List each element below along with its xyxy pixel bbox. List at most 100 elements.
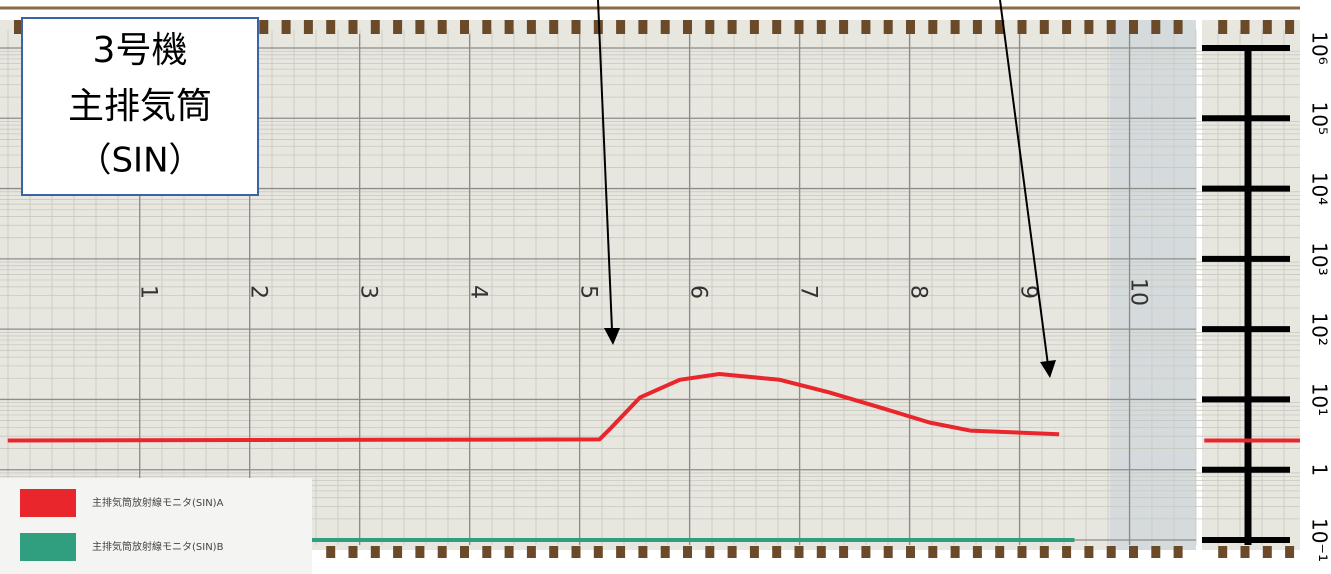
sprocket-hole <box>1084 546 1094 558</box>
sprocket-hole <box>972 20 982 34</box>
sprocket-hole <box>861 546 871 558</box>
sprocket-hole <box>1039 20 1049 34</box>
sprocket-hole <box>1240 20 1250 34</box>
sprocket-hole <box>705 546 715 558</box>
sprocket-hole <box>1173 546 1183 558</box>
sprocket-hole <box>816 20 826 34</box>
x-tick-label: 3 <box>356 285 381 299</box>
sprocket-hole <box>370 546 380 558</box>
legend-label: 主排気筒放射線モニタ(SIN)B <box>92 540 224 553</box>
legend-swatch <box>20 489 76 517</box>
box-title: （SIN） <box>77 141 202 181</box>
x-tick-label: 8 <box>906 285 931 299</box>
sprocket-hole <box>1285 20 1295 34</box>
sprocket-hole <box>861 20 871 34</box>
y-tick-label: 10³ <box>1308 242 1331 275</box>
x-tick-label: 7 <box>796 285 821 299</box>
sprocket-hole <box>437 20 447 34</box>
arrows <box>597 0 1056 378</box>
sprocket-hole <box>995 546 1005 558</box>
sprocket-hole <box>772 20 782 34</box>
title-box <box>21 17 259 196</box>
sprocket-hole <box>839 20 849 34</box>
sprocket-hole <box>437 546 447 558</box>
x-tick-label: 1 <box>136 285 161 299</box>
sprocket-hole <box>504 20 514 34</box>
sprocket-hole <box>950 20 960 34</box>
sprocket-hole <box>1218 546 1228 558</box>
sprocket-hole <box>14 20 23 34</box>
sprocket-hole <box>526 20 536 34</box>
series-line <box>7 372 1300 443</box>
paper-shade <box>1110 20 1200 550</box>
y-tick-label: 10⁴ <box>1308 172 1331 205</box>
sprocket-hole <box>549 20 559 34</box>
sprocket-hole <box>571 546 581 558</box>
sprocket-hole <box>1106 546 1116 558</box>
sprocket-hole <box>415 20 425 34</box>
box-title: 3号機 <box>93 30 188 71</box>
sprocket-hole <box>950 546 960 558</box>
sprocket-hole <box>972 546 982 558</box>
sprocket-hole <box>1151 20 1161 34</box>
sprocket-hole <box>928 20 938 34</box>
sprocket-hole <box>995 20 1005 34</box>
sprocket-hole <box>683 20 692 34</box>
legend-label: 主排気筒放射線モニタ(SIN)A <box>92 496 224 509</box>
sprocket-hole <box>1039 546 1049 558</box>
sprocket-hole <box>549 546 559 558</box>
sprocket-hole <box>1173 20 1183 34</box>
box-title: 主排気筒 <box>68 86 212 127</box>
sprocket-hole <box>571 20 581 34</box>
sprocket-hole <box>526 546 536 558</box>
sprocket-hole <box>1285 546 1295 558</box>
sprocket-hole <box>1062 546 1072 558</box>
sprocket-hole <box>638 20 648 34</box>
sprocket-hole <box>504 546 514 558</box>
sprocket-hole <box>460 546 469 558</box>
sprocket-hole <box>281 20 291 34</box>
sprocket-hole <box>705 20 715 34</box>
sprocket-hole <box>794 546 804 558</box>
sprocket-hole <box>816 546 826 558</box>
x-tick-label: 6 <box>686 285 711 299</box>
sprocket-hole <box>772 546 782 558</box>
sprocket-hole <box>727 546 737 558</box>
sprocket-hole <box>928 546 938 558</box>
sprocket-hole <box>727 20 737 34</box>
sprocket-hole <box>749 20 759 34</box>
sprocket-hole <box>1262 20 1272 34</box>
sprocket-hole <box>1218 20 1228 34</box>
legend-swatch <box>20 533 76 561</box>
sprocket-hole <box>1017 546 1027 558</box>
x-tick-label: 9 <box>1016 285 1041 299</box>
sprocket-hole <box>1129 546 1138 558</box>
sprocket-hole <box>370 20 380 34</box>
y-tick-label: 10² <box>1308 312 1331 345</box>
sprocket-hole <box>482 546 492 558</box>
x-tick-label: 4 <box>466 285 491 299</box>
sprocket-hole <box>593 546 603 558</box>
sprocket-hole <box>660 546 670 558</box>
sprocket-hole <box>259 20 269 34</box>
x-tick-label: 5 <box>576 285 601 299</box>
y-tick-label: 10⁻¹ <box>1308 518 1331 562</box>
sprocket-hole <box>683 546 692 558</box>
sprocket-hole <box>348 546 358 558</box>
sprocket-hole <box>1084 20 1094 34</box>
sprocket-hole <box>415 546 425 558</box>
sprocket-hole <box>638 546 648 558</box>
sprocket-hole <box>1151 546 1161 558</box>
sprocket-hole <box>1017 20 1027 34</box>
sprocket-hole <box>839 546 849 558</box>
sprocket-hole <box>1240 546 1250 558</box>
sprocket-hole <box>616 546 626 558</box>
sprocket-hole <box>883 20 893 34</box>
x-tick-label: 10 <box>1126 278 1151 306</box>
sprocket-hole <box>482 20 492 34</box>
sprocket-hole <box>326 546 336 558</box>
sprocket-hole <box>303 20 313 34</box>
sprocket-hole <box>883 546 893 558</box>
sprocket-hole <box>616 20 626 34</box>
